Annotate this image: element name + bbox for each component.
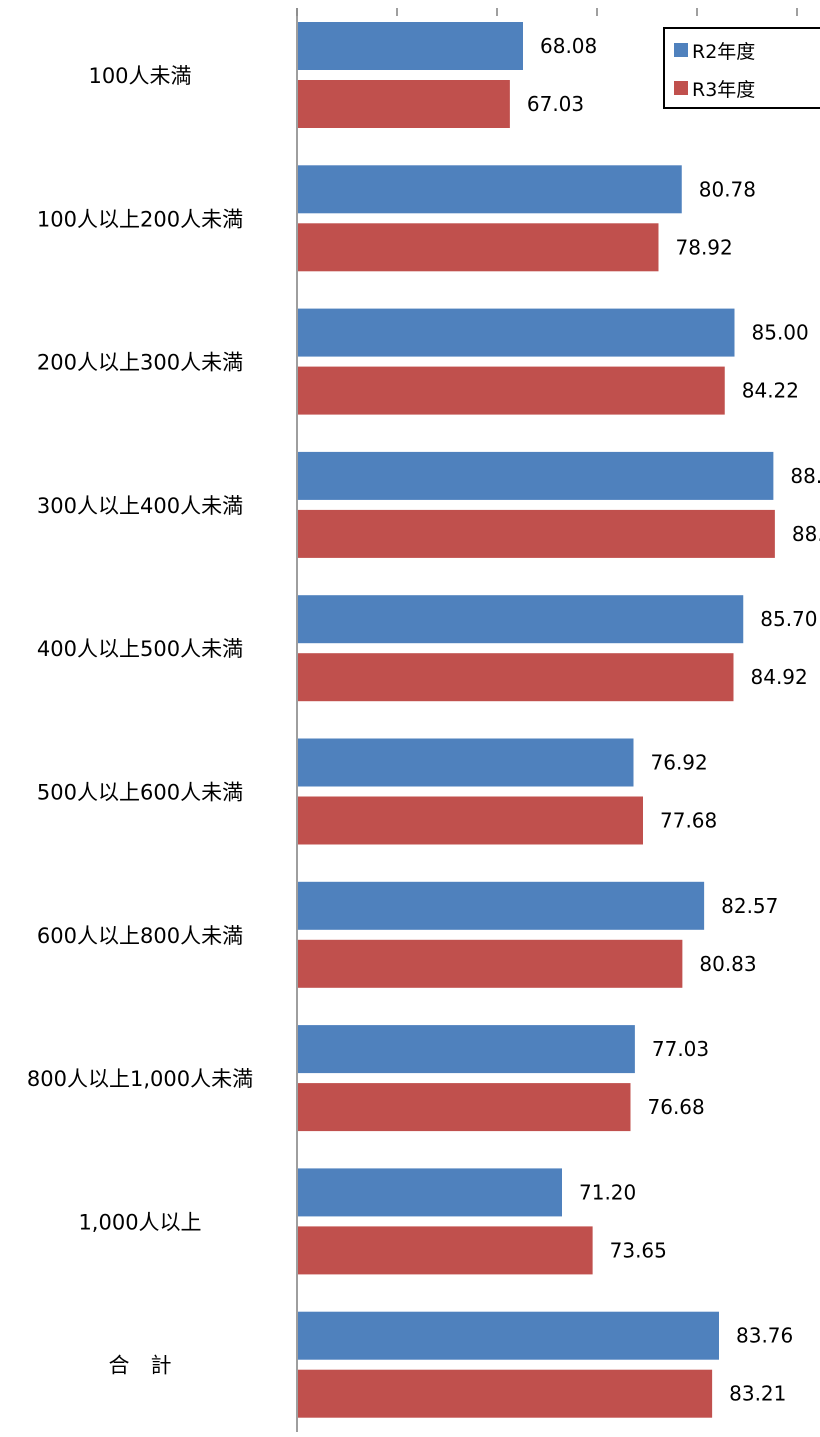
- labels-layer: 68.08 67.03 100人未満 80.78 78.92 100人以上200人未満 85…: [27, 34, 820, 1406]
- category-label: 200人以上300人未満: [37, 351, 243, 375]
- bar-r3: [298, 80, 510, 128]
- bar-r3: [298, 509, 775, 558]
- value-label-r2: 83.76: [736, 1324, 793, 1348]
- value-label-r3: 76.68: [648, 1095, 705, 1119]
- value-label-r2: 82.57: [721, 894, 778, 918]
- bar-r3: [298, 366, 725, 415]
- bar-r2: [298, 1168, 562, 1217]
- bar-r3: [298, 653, 734, 702]
- category-label: 100人以上200人未満: [37, 207, 243, 231]
- value-label-r3: 80.83: [699, 952, 756, 976]
- category-label: 100人未満: [88, 64, 191, 88]
- bar-r2: [298, 881, 705, 930]
- value-label-r2: 76.92: [651, 751, 708, 775]
- legend-label-r3: R3年度: [692, 79, 755, 101]
- value-label-r3: 83.21: [729, 1382, 786, 1406]
- legend-label-r2: R2年度: [692, 41, 755, 63]
- bar-r2: [298, 22, 523, 70]
- value-label-r2: 68.08: [540, 34, 597, 58]
- category-label: 600人以上800人未満: [37, 924, 243, 948]
- value-label-r3: 84.22: [742, 379, 799, 403]
- value-label-r3: 88.23: [792, 522, 820, 546]
- legend: R2年度 R3年度: [663, 27, 820, 109]
- category-label: 300人以上400人未満: [37, 494, 243, 518]
- bar-r3: [298, 223, 659, 272]
- category-label: 500人以上600人未満: [37, 781, 243, 805]
- value-label-r3: 84.92: [751, 665, 808, 689]
- legend-box: [663, 27, 820, 109]
- bars-layer: [298, 22, 775, 1418]
- value-label-r2: 85.70: [760, 607, 817, 631]
- bar-r3: [298, 1083, 631, 1132]
- bar-r2: [298, 165, 682, 214]
- bar-r2: [298, 308, 735, 357]
- bar-r3: [298, 1369, 713, 1418]
- bar-r2: [298, 451, 774, 500]
- value-label-r3: 67.03: [527, 92, 584, 116]
- value-label-r3: 78.92: [676, 235, 733, 259]
- bar-r3: [298, 796, 643, 845]
- category-label: 1,000人以上: [78, 1210, 201, 1234]
- bar-r2: [298, 738, 634, 787]
- axis-layer: [296, 8, 798, 1432]
- category-label: 合 計: [109, 1354, 172, 1378]
- legend-swatch-r3: [674, 81, 688, 95]
- legend-swatch-r2: [674, 43, 688, 57]
- value-label-r2: 71.20: [579, 1180, 636, 1204]
- bar-r3: [298, 939, 683, 988]
- value-label-r3: 77.68: [660, 809, 717, 833]
- category-label: 400人以上500人未満: [37, 637, 243, 661]
- bar-r2: [298, 1311, 719, 1360]
- bar-r2: [298, 1025, 635, 1074]
- bar-r2: [298, 595, 744, 644]
- value-label-r2: 85.00: [752, 321, 809, 345]
- value-label-r2: 80.78: [699, 177, 756, 201]
- category-label: 800人以上1,000人未満: [27, 1067, 253, 1091]
- value-label-r2: 77.03: [652, 1037, 709, 1061]
- value-label-r2: 88.11: [790, 464, 820, 488]
- value-label-r3: 73.65: [610, 1238, 667, 1262]
- bar-r3: [298, 1226, 593, 1275]
